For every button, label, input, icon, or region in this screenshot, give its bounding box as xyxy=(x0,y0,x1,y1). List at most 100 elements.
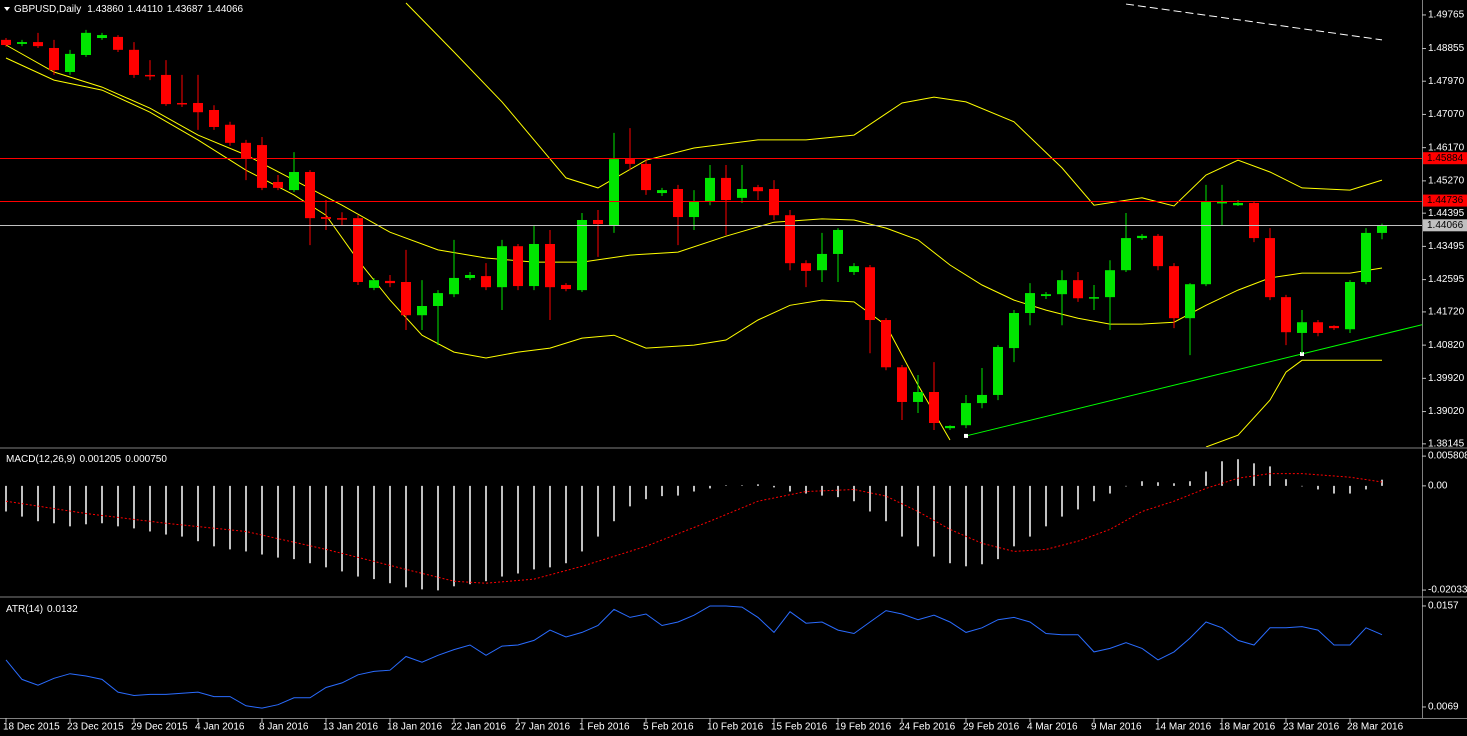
candle-body xyxy=(497,246,507,288)
header-value: 1.44110 xyxy=(127,4,163,15)
x-tick-label: 24 Feb 2016 xyxy=(899,722,956,733)
candle-body xyxy=(145,74,155,77)
candle-body xyxy=(1153,235,1163,267)
candle-body xyxy=(897,367,907,402)
candle-body xyxy=(385,280,395,284)
candle-body xyxy=(1121,238,1131,271)
header-value: 0.001205 xyxy=(79,454,121,465)
candle-body xyxy=(1281,297,1291,333)
level-label: 1.45884 xyxy=(1427,153,1464,164)
candle-body xyxy=(321,217,331,219)
x-tick-label: 10 Feb 2016 xyxy=(707,722,764,733)
candle-body xyxy=(1009,313,1019,349)
y-tick-label: 1.48855 xyxy=(1428,43,1465,54)
candle-body xyxy=(449,277,459,295)
candle-body xyxy=(129,49,139,75)
menu-triangle[interactable] xyxy=(4,7,10,11)
y-tick-label: 0.0157 xyxy=(1428,601,1459,612)
candle-body xyxy=(1265,238,1275,298)
candle-body xyxy=(561,284,571,290)
y-tick-label: 1.44395 xyxy=(1428,208,1465,219)
x-tick-label: 4 Jan 2016 xyxy=(195,722,245,733)
candle-body xyxy=(257,145,267,188)
y-tick-label: 1.46170 xyxy=(1428,142,1465,153)
candle-body xyxy=(353,218,363,283)
candle-body xyxy=(49,47,59,71)
y-tick-label: 1.41720 xyxy=(1428,307,1465,318)
candle-body xyxy=(177,102,187,105)
x-tick-label: 5 Feb 2016 xyxy=(643,722,694,733)
x-tick-label: 23 Mar 2016 xyxy=(1283,722,1340,733)
candle-body xyxy=(161,74,171,105)
candle-body xyxy=(609,159,619,226)
indicator-name: ATR(14) xyxy=(6,604,43,615)
candle-body xyxy=(1057,280,1067,295)
x-tick-label: 29 Dec 2015 xyxy=(131,722,188,733)
candle-body xyxy=(241,142,251,158)
candle-body xyxy=(1377,225,1387,233)
candle-body xyxy=(721,177,731,201)
header-value: 0.0132 xyxy=(47,604,78,615)
candle-body xyxy=(689,201,699,218)
candle-body xyxy=(769,188,779,216)
x-tick-label: 19 Feb 2016 xyxy=(835,722,892,733)
x-tick-label: 8 Jan 2016 xyxy=(259,722,309,733)
indicator-header: GBPUSD,Daily 1.43860 1.44110 1.43687 1.44066 xyxy=(14,4,244,15)
level-label-box xyxy=(1423,152,1467,165)
trendline xyxy=(965,324,1422,437)
candle-body xyxy=(1105,270,1115,298)
indicator-name: GBPUSD,Daily xyxy=(14,4,81,15)
candle-body xyxy=(113,36,123,50)
candle-body xyxy=(1233,203,1243,206)
level-label-box xyxy=(1423,194,1467,207)
atr-line xyxy=(5,605,1383,709)
candle-body xyxy=(1025,293,1035,314)
candle-body xyxy=(1185,284,1195,319)
y-tick-label: 1.49765 xyxy=(1428,10,1465,21)
candle-body xyxy=(705,177,715,202)
y-tick-label: 1.38145 xyxy=(1428,439,1465,450)
candle-body xyxy=(305,172,315,219)
candle-body xyxy=(273,181,283,188)
y-tick-label: -0.020339 xyxy=(1428,585,1467,596)
candle-body xyxy=(641,163,651,191)
candle-body xyxy=(225,124,235,143)
candle-body xyxy=(881,320,891,368)
y-tick-label: 1.43495 xyxy=(1428,241,1465,252)
x-tick-label: 14 Mar 2016 xyxy=(1155,722,1212,733)
candle-body xyxy=(97,35,107,39)
bollinger-band xyxy=(5,57,1382,447)
candle-body xyxy=(545,243,555,288)
level-label-box xyxy=(1423,219,1467,232)
y-tick-label: 1.40820 xyxy=(1428,340,1465,351)
candle-body xyxy=(801,263,811,271)
candle-body xyxy=(753,187,763,192)
candle-body xyxy=(1073,280,1083,299)
candle-body xyxy=(465,274,475,278)
x-tick-label: 29 Feb 2016 xyxy=(963,722,1020,733)
candle-body xyxy=(433,293,443,306)
candle-body xyxy=(913,392,923,402)
candle-body xyxy=(961,403,971,426)
candle-body xyxy=(993,346,1003,395)
candle-body xyxy=(833,229,843,254)
macd-plot xyxy=(5,459,1383,591)
candle-body xyxy=(1297,322,1307,333)
candle-body xyxy=(1217,201,1227,204)
x-tick-label: 23 Dec 2015 xyxy=(67,722,124,733)
candle-body xyxy=(1249,203,1259,239)
indicator-header: ATR(14) 0.0132 xyxy=(6,604,78,615)
candle-body xyxy=(737,188,747,198)
candle-body xyxy=(945,425,955,429)
y-tick-label: 1.42595 xyxy=(1428,274,1465,285)
header-value: 0.000750 xyxy=(125,454,167,465)
candle-body xyxy=(17,42,27,44)
candle-body xyxy=(625,159,635,164)
price-plot xyxy=(1,2,1422,447)
y-tick-label: 0.00 xyxy=(1428,481,1448,492)
y-tick-label: 1.47070 xyxy=(1428,109,1465,120)
candle-body xyxy=(849,266,859,273)
candle-body xyxy=(865,267,875,321)
